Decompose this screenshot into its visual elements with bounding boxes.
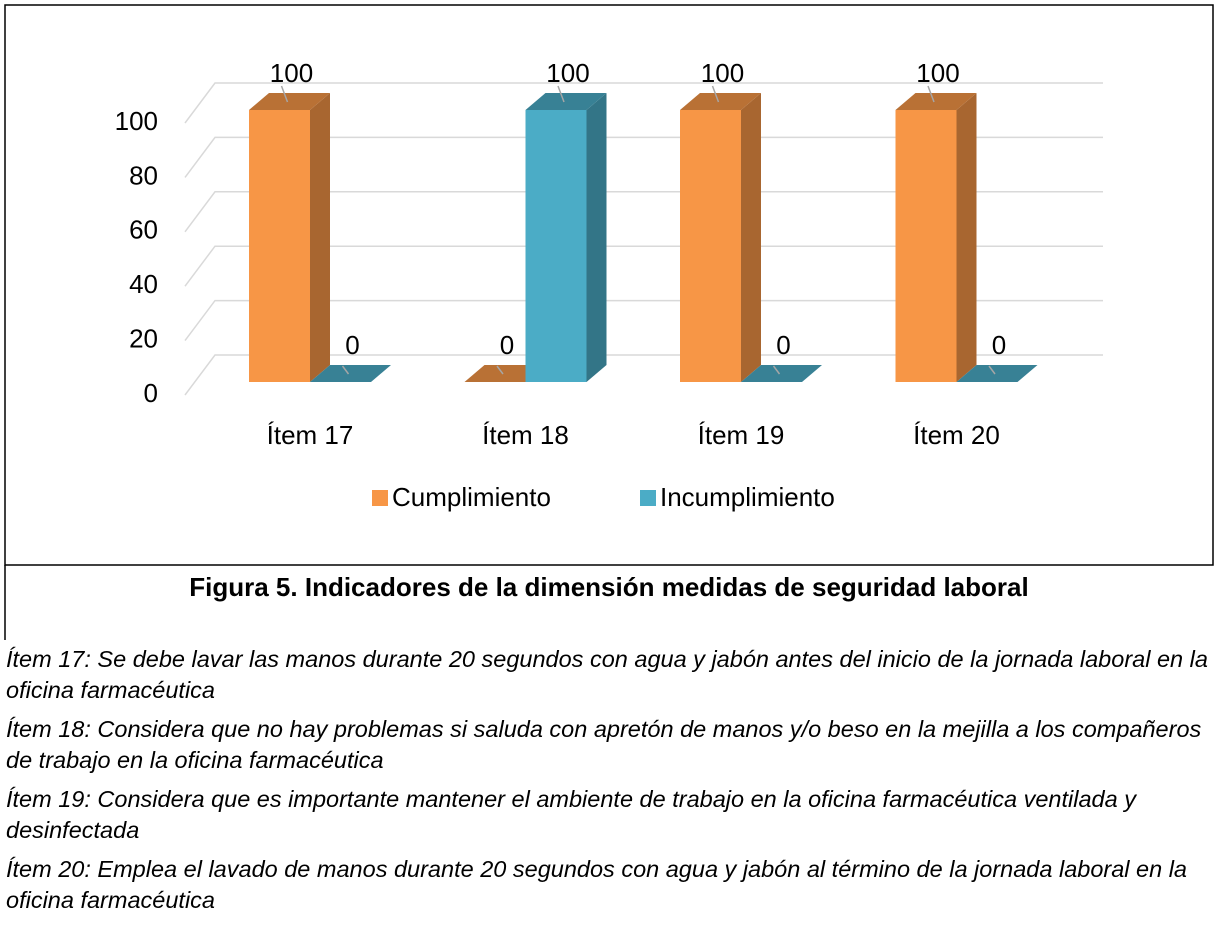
- caption: Figura 5. Indicadores de la dimensión me…: [189, 572, 1029, 602]
- label-leader: [496, 365, 504, 375]
- bar: [895, 110, 957, 382]
- bar-side: [956, 93, 977, 382]
- bar-side: [741, 93, 761, 382]
- bar-top: [249, 93, 330, 110]
- x-tick-label: Ítem 20: [913, 420, 1000, 450]
- value-label: 0: [992, 330, 1006, 360]
- y-tick-label: 80: [129, 160, 158, 190]
- bar-top: [680, 93, 761, 110]
- note: Ítem 20: Emplea el lavado de manos duran…: [6, 856, 1188, 913]
- grid-line: [184, 136, 1103, 178]
- y-tick-label: 0: [144, 378, 158, 408]
- x-tick-label: Ítem 18: [482, 420, 569, 450]
- label-leader: [988, 365, 996, 375]
- bar-top: [310, 365, 391, 382]
- notes: Ítem 17: Se debe lavar las manos durante…: [6, 644, 1211, 924]
- bar-top: [525, 93, 607, 110]
- y-tick-label: 60: [129, 215, 158, 245]
- label-leader: [557, 85, 565, 103]
- legend-label: Cumplimiento: [392, 482, 551, 512]
- value-label: 0: [776, 330, 790, 360]
- bar: [249, 110, 310, 382]
- value-label: 100: [916, 58, 959, 88]
- bar-top: [741, 365, 822, 382]
- value-label: 0: [500, 330, 514, 360]
- legend-label: Incumplimiento: [660, 482, 835, 512]
- note: Ítem 18: Considera que no hay problemas …: [6, 716, 1202, 773]
- y-tick-label: 20: [129, 323, 158, 353]
- value-label: 100: [546, 58, 589, 88]
- grid-line: [184, 354, 1103, 396]
- note: Ítem 19: Considera que es importante man…: [6, 786, 1136, 843]
- bar-top: [956, 365, 1038, 382]
- grid-line: [184, 82, 1103, 124]
- chart-border: [4, 4, 1214, 566]
- y-tick-label: 100: [115, 106, 158, 136]
- bar-top: [464, 365, 546, 382]
- label-leader: [927, 85, 935, 103]
- bar-side: [586, 93, 607, 382]
- grid-line: [184, 299, 1103, 342]
- value-label: 100: [701, 58, 744, 88]
- bar-top: [895, 93, 977, 110]
- label-leader: [341, 365, 350, 375]
- label-leader: [280, 85, 289, 103]
- y-tick-label: 40: [129, 269, 158, 299]
- grid-line: [184, 191, 1103, 233]
- label-leader: [772, 365, 781, 375]
- value-label: 0: [345, 330, 359, 360]
- legend-swatch: [372, 490, 388, 506]
- bar: [680, 110, 741, 382]
- note: Ítem 17: Se debe lavar las manos durante…: [6, 646, 1208, 703]
- legend-swatch: [640, 490, 656, 506]
- grid-line: [184, 245, 1103, 287]
- value-label: 100: [270, 58, 313, 88]
- label-leader: [711, 85, 720, 103]
- x-tick-label: Ítem 17: [267, 420, 354, 450]
- x-tick-label: Ítem 19: [698, 420, 785, 450]
- bar-side: [310, 93, 330, 382]
- bar: [525, 110, 587, 382]
